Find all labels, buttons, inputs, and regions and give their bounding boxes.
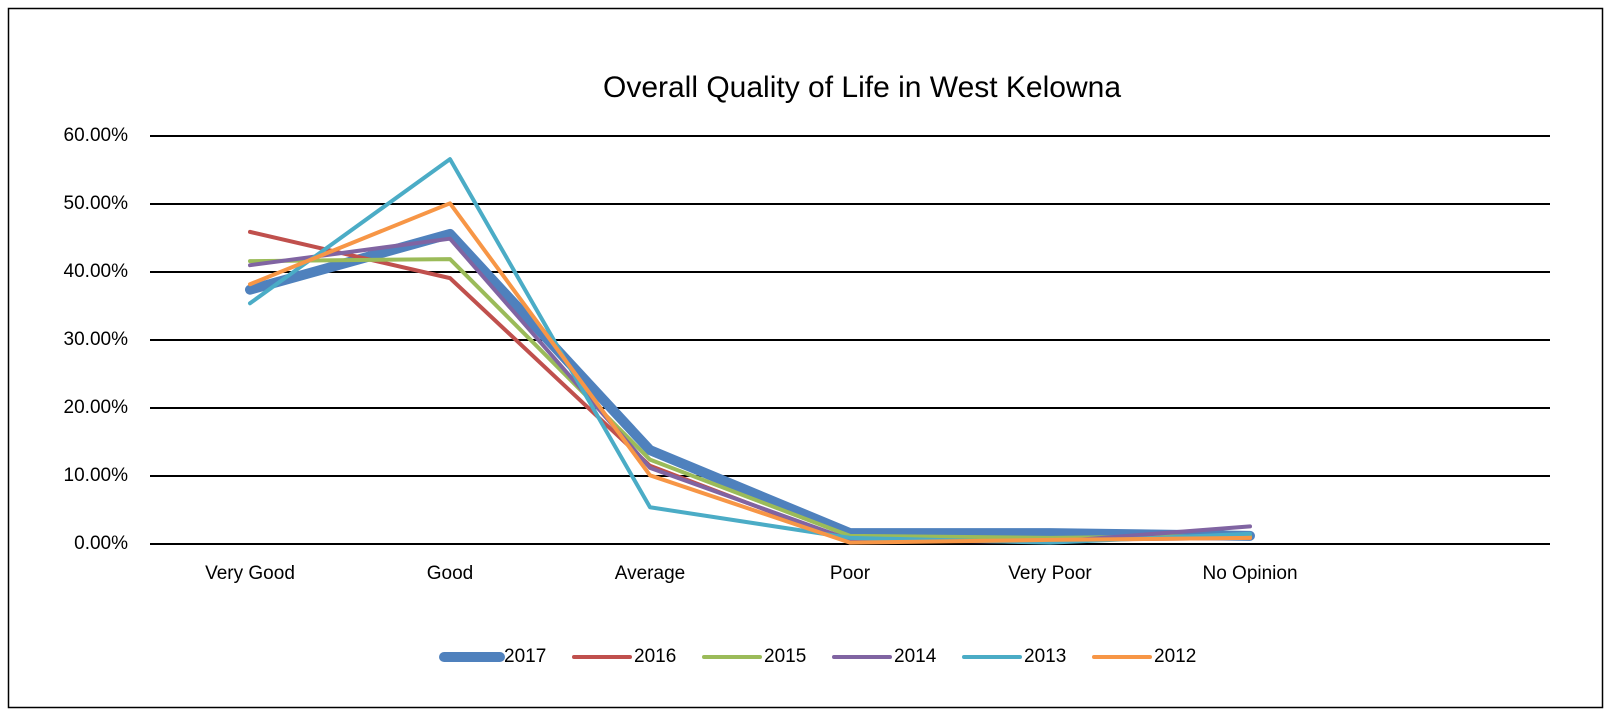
x-tick-label: Poor <box>830 563 871 584</box>
y-tick-label: 40.00% <box>64 261 129 282</box>
legend-label: 2014 <box>894 646 937 667</box>
y-tick-label: 50.00% <box>64 193 129 214</box>
series-line <box>248 201 1252 545</box>
legend-label: 2017 <box>504 646 546 667</box>
y-tick-label: 30.00% <box>64 329 129 350</box>
legend-label: 2012 <box>1154 646 1196 667</box>
legend-label: 2015 <box>764 646 806 667</box>
x-tick-label: Very Poor <box>1008 563 1092 584</box>
legend-label: 2016 <box>634 646 676 667</box>
legend-label: 2013 <box>1024 646 1066 667</box>
chart-frame <box>7 7 1604 709</box>
chart-title: Overall Quality of Life in West Kelowna <box>603 71 1121 104</box>
x-tick-label: Very Good <box>205 563 295 584</box>
x-tick-label: Good <box>427 563 473 584</box>
x-tick-label: Average <box>615 563 685 584</box>
y-tick-label: 0.00% <box>74 533 128 554</box>
y-tick-label: 10.00% <box>64 465 129 486</box>
x-tick-label: No Opinion <box>1202 563 1297 584</box>
y-tick-label: 20.00% <box>64 397 129 418</box>
y-tick-label: 60.00% <box>64 125 129 146</box>
